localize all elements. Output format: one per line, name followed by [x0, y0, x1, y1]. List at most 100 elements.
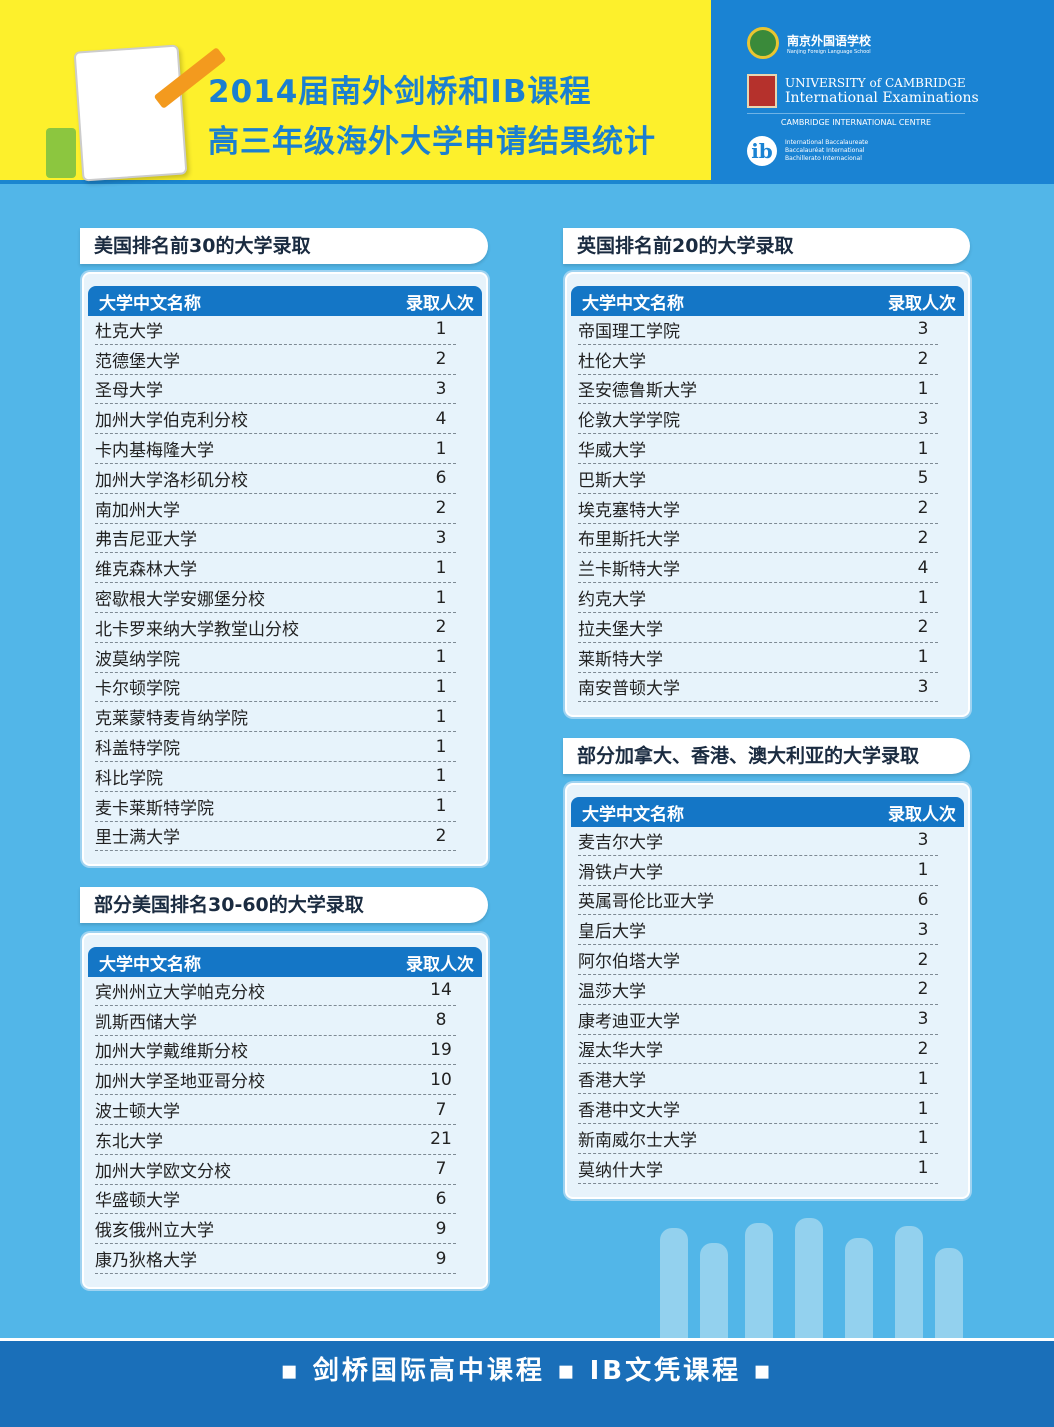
- university-name: 维克森林大学: [95, 560, 197, 581]
- university-name: 弗吉尼亚大学: [95, 530, 197, 551]
- admission-count: 2: [435, 349, 447, 370]
- table-row: 东北大学 21: [95, 1125, 456, 1155]
- university-name: 香港中文大学: [578, 1101, 680, 1122]
- admission-count: 2: [435, 498, 447, 519]
- table-row: 范德堡大学 2: [95, 345, 456, 375]
- university-name: 渥太华大学: [578, 1041, 663, 1062]
- admission-count: 1: [435, 647, 447, 668]
- table-header: 大学中文名称 录取人次: [571, 286, 964, 316]
- admission-count: 8: [435, 1010, 447, 1031]
- admission-count: 3: [917, 319, 929, 340]
- university-name: 皇后大学: [578, 922, 646, 943]
- university-name: 杜伦大学: [578, 351, 646, 372]
- table-row: 圣安德鲁斯大学 1: [578, 375, 938, 405]
- university-name: 里士满大学: [95, 828, 180, 849]
- university-name: 科比学院: [95, 768, 163, 789]
- admission-count: 19: [430, 1039, 452, 1060]
- university-name: 康乃狄格大学: [95, 1251, 197, 1272]
- table-row: 英属哥伦比亚大学 6: [578, 886, 938, 916]
- table-row: 北卡罗来纳大学教堂山分校 2: [95, 613, 456, 643]
- university-name: 莱斯特大学: [578, 649, 663, 670]
- table-row: 科盖特学院 1: [95, 732, 456, 762]
- title-line-1: 2014届南外剑桥和IB课程: [208, 74, 592, 110]
- admission-count: 1: [435, 319, 447, 340]
- admission-count: 2: [917, 1038, 929, 1059]
- ib-line-3: Bachillerato Internacional: [785, 155, 862, 162]
- table-row: 加州大学欧文分校 7: [95, 1155, 456, 1185]
- admission-count: 1: [435, 557, 447, 578]
- admission-count: 6: [435, 468, 447, 489]
- admission-count: 1: [917, 1158, 929, 1179]
- table-row: 康考迪亚大学 3: [578, 1005, 938, 1035]
- table-row: 阿尔伯塔大学 2: [578, 945, 938, 975]
- admission-count: 1: [435, 587, 447, 608]
- ib-logo: ib International Baccalaureate Baccalauré…: [747, 136, 868, 166]
- admission-count: 10: [430, 1069, 452, 1090]
- university-name: 卡内基梅隆大学: [95, 441, 214, 462]
- table-row: 杜克大学 1: [95, 315, 456, 345]
- notepad-icon: [73, 44, 188, 182]
- ib-line-1: International Baccalaureate: [785, 139, 869, 146]
- university-name: 约克大学: [578, 590, 646, 611]
- student-silhouette-icon: [845, 1238, 873, 1338]
- admission-count: 1: [435, 796, 447, 817]
- nfls-logo: 南京外国语学校 Nanjing Foreign Language School: [747, 27, 871, 59]
- university-name: 圣安德鲁斯大学: [578, 381, 697, 402]
- admission-count: 1: [917, 860, 929, 881]
- university-name: 卡尔顿学院: [95, 679, 180, 700]
- university-name: 香港大学: [578, 1071, 646, 1092]
- university-name: 伦敦大学学院: [578, 411, 680, 432]
- table-row: 香港大学 1: [578, 1064, 938, 1095]
- university-name: 范德堡大学: [95, 351, 180, 372]
- pencil-cup-icon: [46, 128, 76, 178]
- table-row: 加州大学圣地亚哥分校 10: [95, 1065, 456, 1096]
- table-row: 圣母大学 3: [95, 375, 456, 405]
- table-row: 波士顿大学 7: [95, 1095, 456, 1125]
- admission-count: 3: [435, 527, 447, 548]
- cambridge-logo: UNIVERSITY of CAMBRIDGE International Ex…: [747, 74, 979, 108]
- table-row: 莫纳什大学 1: [578, 1154, 938, 1184]
- student-silhouette-icon: [895, 1226, 923, 1338]
- university-name: 拉夫堡大学: [578, 619, 663, 640]
- admission-count: 1: [435, 766, 447, 787]
- student-silhouette-icon: [795, 1218, 823, 1338]
- admission-count: 3: [917, 1009, 929, 1030]
- column-header-name: 大学中文名称: [582, 293, 684, 314]
- table-row: 华盛顿大学 6: [95, 1185, 456, 1215]
- admission-count: 21: [430, 1129, 452, 1150]
- admission-count: 1: [917, 1098, 929, 1119]
- table-row: 帝国理工学院 3: [578, 315, 938, 345]
- admission-count: 2: [917, 979, 929, 1000]
- university-name: 东北大学: [95, 1131, 163, 1152]
- table-row: 伦敦大学学院 3: [578, 404, 938, 435]
- admission-count: 1: [917, 587, 929, 608]
- table-row: 香港中文大学 1: [578, 1094, 938, 1124]
- table-row: 新南威尔士大学 1: [578, 1124, 938, 1154]
- table-header: 大学中文名称 录取人次: [88, 286, 482, 316]
- column-header-count: 录取人次: [888, 293, 956, 314]
- table-row: 克莱蒙特麦肯纳学院 1: [95, 702, 456, 733]
- student-silhouette-icon: [745, 1223, 773, 1338]
- admission-count: 14: [430, 980, 452, 1001]
- column-header-count: 录取人次: [406, 954, 474, 975]
- university-name: 加州大学洛杉矶分校: [95, 470, 248, 491]
- table-row: 凯斯西储大学 8: [95, 1006, 456, 1036]
- admission-count: 9: [435, 1248, 447, 1269]
- university-name: 华威大学: [578, 441, 646, 462]
- table-header: 大学中文名称 录取人次: [571, 797, 964, 827]
- admission-count: 6: [435, 1188, 447, 1209]
- table-row: 巴斯大学 5: [578, 464, 938, 494]
- university-name: 波莫纳学院: [95, 649, 180, 670]
- university-name: 麦吉尔大学: [578, 832, 663, 853]
- table-row: 南安普顿大学 3: [578, 673, 938, 703]
- student-silhouette-icon: [660, 1228, 688, 1338]
- partner-logos: 南京外国语学校 Nanjing Foreign Language School …: [711, 0, 1054, 184]
- admission-count: 5: [917, 468, 929, 489]
- admission-count: 1: [435, 438, 447, 459]
- admission-count: 6: [917, 889, 929, 910]
- table-row: 宾州州立大学帕克分校 14: [95, 976, 456, 1006]
- admission-count: 3: [435, 378, 447, 399]
- table-row: 布里斯托大学 2: [578, 524, 938, 554]
- ca-hk-au-table: 大学中文名称 录取人次 麦吉尔大学 3 滑铁卢大学 1 英属哥伦比亚大学 6 皇后大学 3 阿尔伯塔…: [565, 783, 970, 1199]
- header-banner: 2014届南外剑桥和IB课程 高三年级海外大学申请结果统计 南京外国语学校 Na…: [0, 0, 1054, 184]
